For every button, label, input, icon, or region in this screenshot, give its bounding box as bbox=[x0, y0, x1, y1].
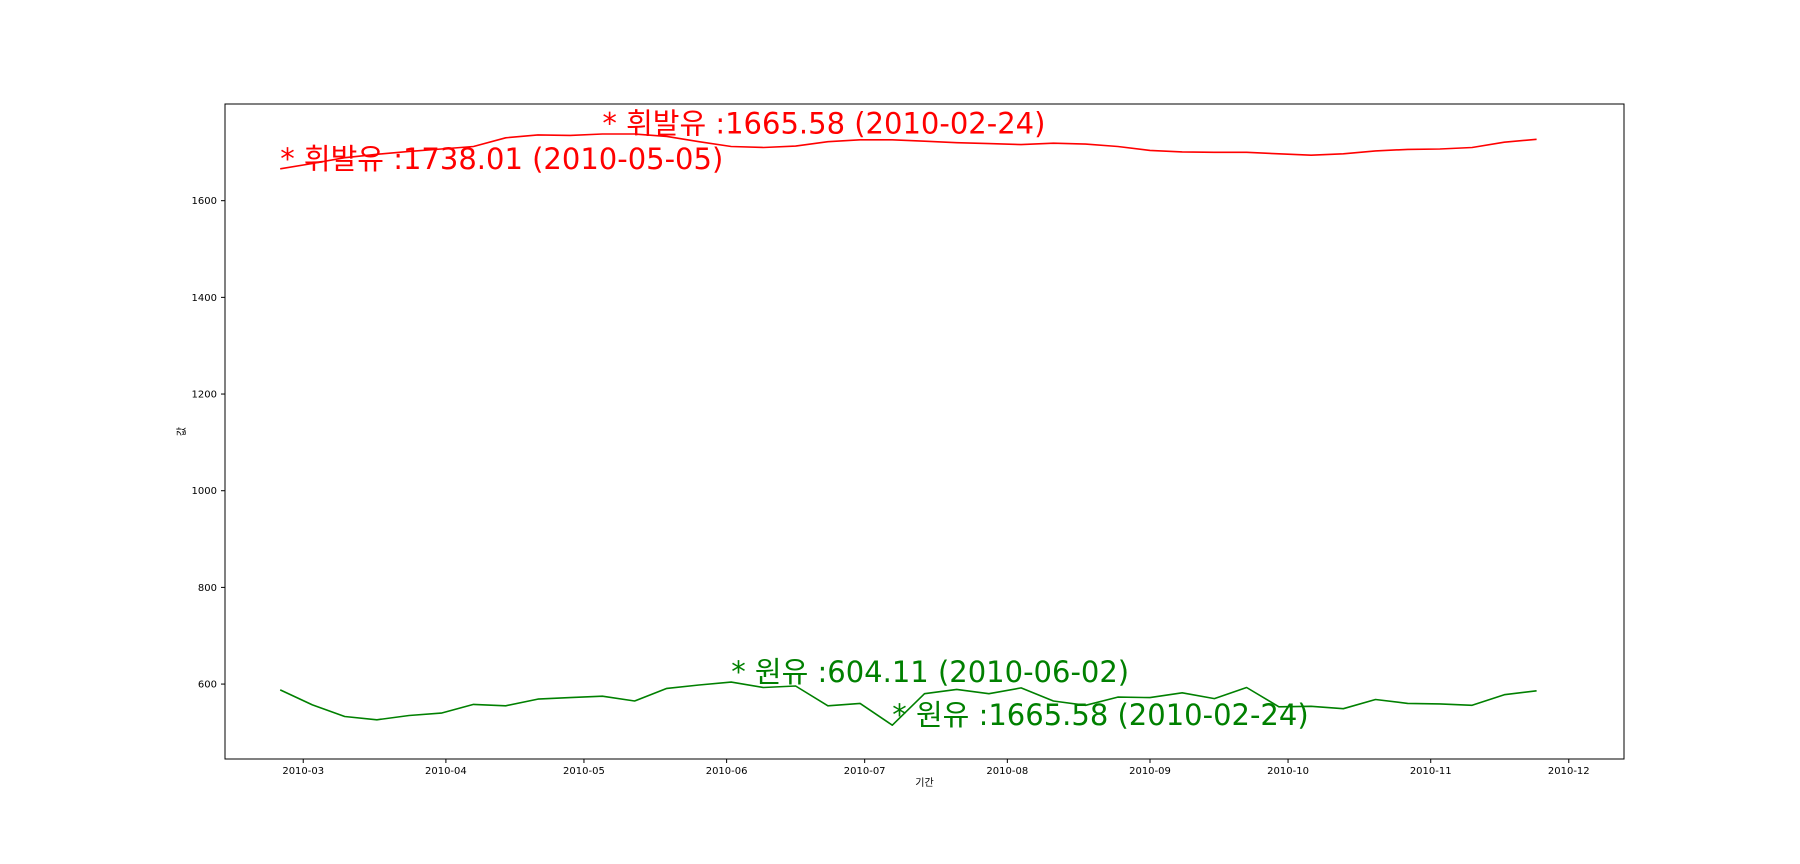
x-axis-label: 기간 bbox=[915, 777, 933, 789]
x-tick-label: 2010-03 bbox=[282, 766, 324, 777]
y-tick-label: 1000 bbox=[192, 486, 217, 497]
x-tick-label: 2010-07 bbox=[844, 766, 886, 777]
annotation-2: * 휘발유 :1738.01 (2010-05-05) bbox=[280, 142, 723, 176]
plot-frame bbox=[224, 103, 1625, 760]
y-tick-label: 800 bbox=[198, 583, 217, 594]
series-line-2 bbox=[279, 681, 1537, 727]
x-tick-label: 2010-04 bbox=[425, 766, 467, 777]
series-line-1 bbox=[280, 133, 1537, 170]
x-tick-label: 2010-08 bbox=[986, 766, 1028, 777]
y-axis-label: 값 bbox=[176, 427, 188, 436]
annotation-3: * 원유 :604.11 (2010-06-02) bbox=[731, 655, 1129, 689]
x-tick-label: 2010-10 bbox=[1267, 766, 1309, 777]
x-tick-label: 2010-12 bbox=[1548, 766, 1590, 777]
x-tick-label: 2010-11 bbox=[1410, 766, 1452, 777]
x-tick-label: 2010-05 bbox=[563, 766, 605, 777]
x-tick-label: 2010-06 bbox=[706, 766, 748, 777]
y-tick-label: 1600 bbox=[192, 196, 217, 207]
y-tick-label: 600 bbox=[198, 680, 217, 691]
x-tick-label: 2010-09 bbox=[1129, 766, 1171, 777]
y-tick-label: 1200 bbox=[192, 390, 217, 401]
y-tick-label: 1400 bbox=[192, 293, 217, 304]
annotation-4: * 원유 :1665.58 (2010-02-24) bbox=[892, 698, 1308, 732]
annotation-1: * 휘발유 :1665.58 (2010-02-24) bbox=[602, 106, 1045, 140]
